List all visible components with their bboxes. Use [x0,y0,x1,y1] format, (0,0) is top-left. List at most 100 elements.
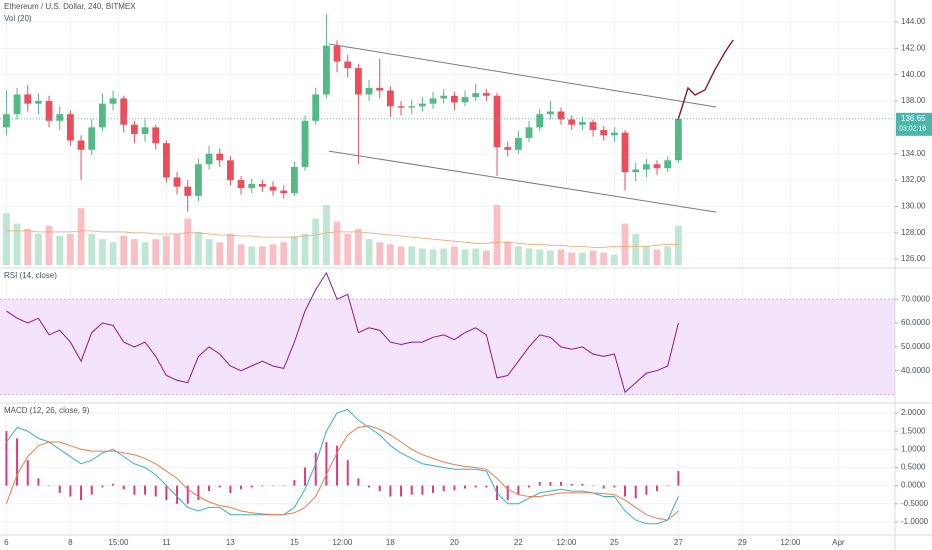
volume-bar [184,218,192,265]
volume-bar [109,242,117,265]
candle-body [173,177,181,187]
volume-bar [13,223,21,265]
macd-histogram-bar [645,485,648,495]
candle-body [301,120,309,167]
macd-histogram-bar [517,485,520,495]
macd-histogram-bar [58,485,61,493]
candle-body [226,160,234,181]
volume-bar [546,250,554,265]
y-tick-label: 132.00 [901,175,926,184]
candle-body [333,45,341,62]
x-tick-label: 20 [450,538,459,547]
volume-bar [237,244,245,265]
candle-body [450,95,458,103]
macd-histogram-bar [304,467,307,486]
macd-histogram-bar [506,485,509,501]
y-tick-label: 134.00 [901,149,926,158]
candle-body [568,119,576,125]
macd-histogram-bar [282,485,285,487]
candle-body [56,114,64,121]
candle-body [130,124,138,134]
candle-body [194,164,202,196]
volume-bar [24,228,32,265]
volume-bar [120,236,128,265]
x-tick-label: 12:00 [332,538,353,547]
volume-bar [642,246,650,265]
volume-bar [34,233,42,265]
volume-bar [621,223,629,265]
volume-bar [280,242,288,265]
volume-bar [269,244,277,265]
candle-body [642,164,650,170]
rsi-title: RSI (14, close) [4,271,57,280]
volume-bar [493,205,501,265]
drawing [677,39,734,121]
volume-bar [557,249,565,265]
x-tick-label: 18 [386,538,395,547]
volume-bar [333,221,341,265]
macd-histogram-bar [261,485,264,487]
candle-body [418,103,426,107]
volume-bar [600,252,608,265]
x-tick-label: 12:00 [780,538,801,547]
candle-body [216,153,224,161]
last-price-box [896,112,932,136]
candle-body [365,87,373,95]
x-tick-label: 8 [68,538,73,547]
macd-histogram-bar [346,460,349,486]
volume-bar [248,246,256,265]
candle-body [621,132,629,173]
volume-bar [98,239,106,265]
macd-histogram-bar [592,485,595,487]
volume-bar [258,246,266,265]
macd-title: MACD (12, 26, close, 9) [4,406,90,415]
volume-bar [162,236,170,265]
x-tick-label: 15 [290,538,299,547]
volume-bar [653,249,661,265]
volume-bar [578,252,586,265]
candle-body [408,106,416,108]
macd-histogram-bar [421,485,424,495]
macd-line [5,408,679,525]
volume-bar [216,242,224,265]
macd-histogram-bar [560,481,563,486]
macd-histogram-bar [37,478,40,486]
candle-body [141,127,149,134]
macd-histogram-bar [80,485,83,501]
countdown-label: 03:02:16 [899,126,926,133]
macd-histogram-bar [453,485,456,491]
candle-body [109,98,117,104]
candle-body [312,94,320,121]
macd-histogram-bar [197,485,200,501]
x-tick-label: Apr [832,538,845,547]
x-tick-label: 27 [674,538,683,547]
volume-bar [312,218,320,265]
y-tick-label: 130.00 [901,202,926,211]
x-tick-label: 22 [514,538,523,547]
candle-body [493,95,501,148]
candle-body [24,94,32,104]
candle-body [237,180,245,188]
macd-histogram-bar [378,485,381,492]
volume-bar [354,228,362,265]
volume-bar [226,233,234,265]
volume-bar [130,239,138,265]
candle-body [184,186,192,196]
candle-body [482,93,490,96]
candle-body [536,114,544,128]
macd-histogram-bar [613,485,616,488]
macd-histogram-bar [240,485,243,490]
y-tick-label: 40.0000 [901,366,930,375]
macd-histogram-bar [26,460,29,486]
y-tick-label: 0.0000 [901,481,926,490]
macd-histogram-bar [5,431,8,486]
macd-histogram-bar [538,481,541,486]
volume-ma [6,230,679,248]
candle-body [13,94,21,115]
candle-body [2,114,10,128]
y-tick-label: 2.0000 [901,408,926,417]
y-tick-label: -1.0000 [901,517,929,526]
candle-body [248,184,256,188]
marks [0,14,895,525]
